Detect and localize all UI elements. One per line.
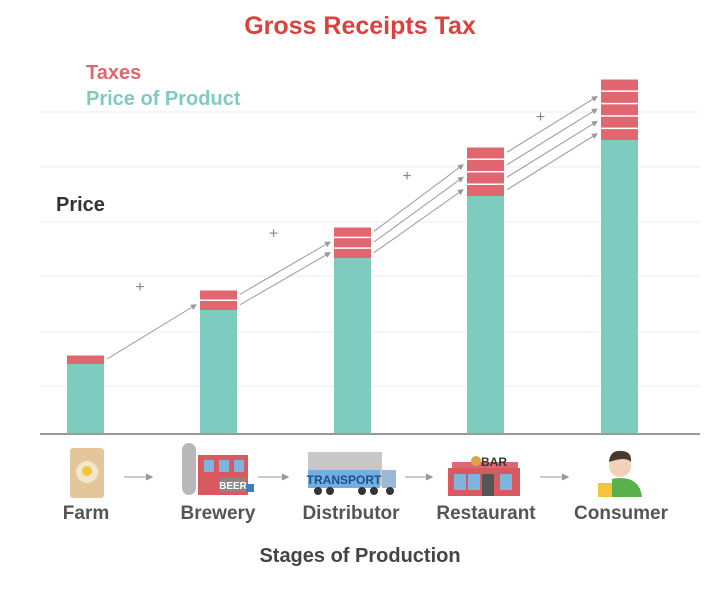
truck-wheel <box>370 487 378 495</box>
tax-carry-arrow <box>506 96 598 153</box>
bar-tax-segment-distributor <box>334 227 371 237</box>
plus-annotation: + <box>536 109 545 126</box>
bar-tax-segment-distributor <box>334 248 371 258</box>
stage-label-brewery: Brewery <box>180 503 256 524</box>
chart-title: Gross Receipts Tax <box>244 12 476 40</box>
brewery-window <box>219 460 229 472</box>
legend-price-of-product: Price of Product <box>86 88 241 110</box>
bar-tax-segment-consumer <box>601 129 638 140</box>
truck-wheel <box>386 487 394 495</box>
beer-sign-bg <box>220 478 246 492</box>
restaurant-window <box>500 474 512 490</box>
legend-taxes: Taxes <box>86 62 142 84</box>
wheat <box>82 466 92 476</box>
bar-tax-segment-consumer <box>601 79 638 91</box>
truck-wheel <box>326 487 334 495</box>
tax-carry-arrow <box>373 189 464 254</box>
truck-cab <box>382 470 396 488</box>
tax-carry-arrow <box>506 133 598 191</box>
bar-tax-segment-brewery <box>200 290 237 300</box>
restaurant-door <box>482 474 494 496</box>
y-axis-label: Price <box>56 194 105 216</box>
bar-tax-segment-restaurant <box>467 172 504 184</box>
bar-tax-segment-consumer <box>601 104 638 116</box>
stage-label-farm: Farm <box>62 503 110 524</box>
restaurant-roof <box>452 462 518 468</box>
transport-sign: TRANSPORT <box>307 473 382 487</box>
stage-label-consumer: Consumer <box>574 503 668 524</box>
consumer-with-beer-icon <box>598 450 642 497</box>
consumer-hair <box>609 450 632 462</box>
beer-foam <box>598 479 612 483</box>
bar-product-brewery <box>200 310 237 433</box>
grain-sack-icon <box>70 448 104 498</box>
bar-tax-segment-distributor <box>334 238 371 248</box>
brewery-icon: BEER <box>182 443 254 495</box>
legend: Taxes Price of Product <box>86 60 240 112</box>
tax-carry-arrow <box>506 120 598 178</box>
burger <box>471 456 481 466</box>
bar-product-restaurant <box>467 196 504 433</box>
consumer-face <box>609 455 631 477</box>
bar-tax-segment-restaurant <box>467 160 504 171</box>
tax-carry-arrow <box>373 176 464 243</box>
x-axis-label: Stages of Production <box>259 545 461 567</box>
forklift <box>246 484 254 492</box>
brewery-window <box>204 460 214 472</box>
bar-product-consumer <box>601 140 638 433</box>
bar-tax-segment-consumer <box>601 116 638 128</box>
transport-truck-icon: TRANSPORT <box>307 452 396 495</box>
truck-wheel <box>358 487 366 495</box>
bar-product-distributor <box>334 258 371 433</box>
tax-carry-arrow <box>239 241 331 295</box>
bar-tax-segment-farm <box>67 355 104 364</box>
bar-tax-segment-restaurant <box>467 147 504 159</box>
tax-carry-arrow <box>373 164 464 232</box>
stage-label-restaurant: Restaurant <box>436 503 536 524</box>
plus-annotation: + <box>402 168 411 185</box>
transport-sign-bg <box>308 470 380 488</box>
bar-tax-segment-consumer <box>601 91 638 103</box>
bar-sign: BAR <box>481 455 507 469</box>
tax-carry-arrow <box>239 252 331 306</box>
silo <box>182 443 196 495</box>
tax-carry-arrow <box>506 108 598 166</box>
bar-tax-segment-brewery <box>200 301 237 310</box>
restaurant-window <box>454 474 466 490</box>
stage-label-distributor: Distributor <box>302 503 400 524</box>
plus-annotation: + <box>269 226 278 243</box>
bar-product-farm <box>67 364 104 433</box>
bar-tax-segment-restaurant <box>467 185 504 196</box>
plus-annotation: + <box>135 279 144 296</box>
bar-restaurant-icon: BAR <box>448 455 520 496</box>
brewery-window <box>234 460 244 472</box>
tax-carry-arrow <box>106 304 197 360</box>
beer-sign: BEER <box>219 481 248 492</box>
restaurant-window <box>468 474 480 490</box>
beer-mug <box>598 482 612 497</box>
truck-wheel <box>314 487 322 495</box>
